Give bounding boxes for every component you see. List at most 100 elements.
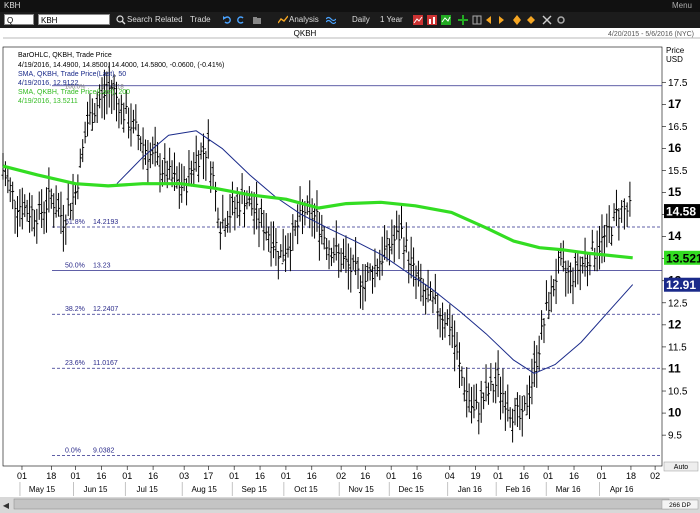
y-tick-label: 17	[668, 97, 682, 111]
zoom-icon[interactable]	[512, 15, 522, 25]
fib-percent: 50.0%	[65, 263, 85, 270]
y-tick-label: 11.5	[668, 342, 687, 353]
currency-label: USD	[666, 55, 683, 64]
fibonacci-retracement: 0.0% 9.0382 23.6% 11.0167 38.2% 12.2407 50.0% 1…	[52, 85, 662, 456]
analysis-button[interactable]: Analysis	[289, 15, 319, 24]
close-icon[interactable]	[542, 15, 552, 25]
price-badge	[664, 277, 700, 292]
interval-select[interactable]: Daily	[352, 15, 370, 24]
x-tick-label: 01	[17, 471, 27, 481]
search-button[interactable]: Search	[127, 15, 153, 24]
plot-area	[2, 46, 663, 467]
y-tick-label: 16	[668, 141, 682, 155]
scroll-left-icon[interactable]	[484, 15, 494, 25]
x-month-label: Jun 15	[83, 485, 108, 494]
y-tick-label: 15.5	[668, 166, 688, 177]
fib-value: 13.23	[93, 263, 111, 270]
fib-percent: 0.0%	[65, 447, 81, 454]
legend-sma200-title: SMA, QKBH, Trade Price(Last), 200	[18, 89, 130, 96]
x-tick-label: 04	[445, 471, 455, 481]
fib-value: 9.0382	[93, 447, 115, 454]
y-tick-label: 9.5	[668, 431, 682, 442]
x-tick-label: 02	[336, 471, 346, 481]
price-badge-label: 13.521	[666, 251, 700, 265]
auto-scale-label: Auto	[674, 464, 689, 471]
symbol-input[interactable]: KBH	[38, 14, 110, 25]
x-tick-label: 01	[122, 471, 132, 481]
range-select[interactable]: 1 Year	[380, 15, 403, 24]
x-tick-label: 16	[307, 471, 317, 481]
legend-bar-values: 4/19/2016, 14.4900, 14.8500, 14.4000, 14…	[18, 62, 224, 69]
price-badges: 14.58 13.521 12.91	[664, 204, 700, 292]
scrollbar-thumb[interactable]	[13, 498, 670, 510]
ohlc-bars	[1, 62, 632, 443]
fib-value: 12.2407	[93, 306, 118, 313]
line-chart-icon[interactable]	[413, 15, 423, 25]
compare-icon[interactable]	[441, 15, 451, 25]
add-icon[interactable]	[458, 15, 468, 25]
toolbar: Q KBH Search Related Trade Analysis Dail…	[0, 12, 700, 29]
x-tick-label: 02	[650, 471, 660, 481]
x-tick-label: 16	[569, 471, 579, 481]
bar-chart-icon[interactable]	[427, 15, 437, 25]
y-tick-label: 10	[668, 406, 682, 420]
legend-bar-title: BarOHLC, QKBH, Trade Price	[18, 52, 112, 59]
fit-icon[interactable]	[526, 15, 536, 25]
x-tick-label: 01	[386, 471, 396, 481]
legend-sma50-value: 4/19/2016, 12.9122	[18, 80, 78, 87]
x-month-label: Apr 16	[610, 485, 634, 494]
window-title: KBH	[4, 1, 21, 10]
price-chart: QKBH 4/20/2015 - 5/6/2016 (NYC) 0.0% 9.03…	[0, 28, 700, 513]
wave-icon[interactable]	[326, 15, 336, 25]
x-month-label: Oct 15	[294, 485, 318, 494]
price-axis[interactable]: Price USD 9.51010.51111.51212.51313.5141…	[662, 46, 688, 442]
price-badge-label: 12.91	[666, 278, 696, 292]
moving-averages	[2, 130, 634, 374]
x-tick-label: 03	[179, 471, 189, 481]
fib-percent: 38.2%	[65, 306, 85, 313]
y-tick-label: 14	[668, 229, 682, 243]
x-month-label: Dec 15	[398, 485, 424, 494]
x-tick-label: 01	[229, 471, 239, 481]
price-badge	[664, 250, 700, 265]
settings-icon[interactable]	[556, 15, 566, 25]
grid-icon[interactable]	[472, 15, 482, 25]
x-month-label: Jan 16	[458, 485, 483, 494]
scroll-right-icon[interactable]	[496, 15, 506, 25]
x-month-label: Nov 15	[348, 485, 374, 494]
analysis-icon[interactable]	[278, 15, 288, 25]
undo-icon[interactable]	[222, 15, 232, 25]
legend-sma200-value: 4/19/2016, 13.5211	[18, 98, 78, 105]
x-tick-label: 16	[148, 471, 158, 481]
x-tick-label: 19	[471, 471, 481, 481]
window-titlebar: KBH Menu	[0, 0, 700, 12]
x-tick-label: 01	[543, 471, 553, 481]
related-button[interactable]: Related	[155, 15, 183, 24]
redo-icon[interactable]	[236, 15, 246, 25]
x-month-label: May 15	[29, 485, 56, 494]
sma-200-line	[2, 164, 633, 260]
y-tick-label: 12	[668, 317, 682, 331]
x-month-label: Jul 15	[137, 485, 159, 494]
y-tick-label: 16.5	[668, 122, 688, 133]
x-tick-label: 01	[281, 471, 291, 481]
search-icon[interactable]	[116, 15, 126, 25]
menu-button[interactable]: Menu	[671, 1, 692, 10]
y-tick-label: 15	[668, 185, 682, 199]
x-tick-label: 16	[255, 471, 265, 481]
folder-icon[interactable]	[252, 15, 262, 25]
auto-scale-button[interactable]	[663, 461, 699, 472]
legend: BarOHLC, QKBH, Trade Price 4/19/2016, 14…	[18, 52, 224, 105]
x-tick-label: 16	[360, 471, 370, 481]
chart-header-symbol: QKBH	[294, 29, 317, 38]
quote-field[interactable]: Q	[4, 14, 34, 25]
x-tick-label: 18	[626, 471, 636, 481]
scroll-left-arrow[interactable]: ◀	[3, 501, 10, 510]
data-points-box	[661, 499, 699, 510]
x-tick-label: 17	[203, 471, 213, 481]
x-month-label: Aug 15	[191, 485, 217, 494]
trade-button[interactable]: Trade	[190, 15, 211, 24]
x-month-label: Sep 15	[241, 485, 267, 494]
x-tick-label: 16	[412, 471, 422, 481]
